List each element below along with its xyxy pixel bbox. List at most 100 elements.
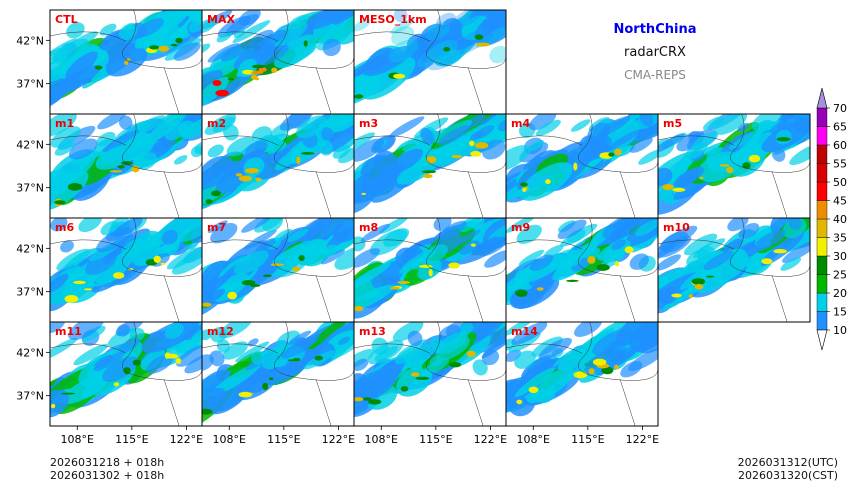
echo-core bbox=[252, 64, 265, 69]
panel-label: MESO_1km bbox=[359, 13, 427, 26]
colorbar-tick-label: 20 bbox=[833, 287, 847, 300]
panel-m4: m4 bbox=[505, 113, 659, 219]
echo-cell bbox=[680, 265, 713, 290]
echo-cell bbox=[782, 240, 810, 263]
echo-core bbox=[235, 173, 243, 177]
province-boundary bbox=[354, 114, 506, 218]
panel-m5: m5 bbox=[657, 113, 811, 219]
reflectivity-field bbox=[506, 218, 658, 309]
echo-cell bbox=[587, 122, 610, 141]
echo-cell bbox=[526, 367, 575, 404]
echo-cell bbox=[415, 25, 451, 47]
echo-cell bbox=[727, 218, 749, 232]
x-tick-label: 108°E bbox=[365, 433, 398, 446]
echo-core bbox=[300, 152, 315, 155]
echo-core bbox=[212, 80, 222, 86]
panel-m11: m11 bbox=[49, 321, 203, 427]
echo-core bbox=[175, 37, 183, 44]
echo-core bbox=[238, 175, 252, 182]
echo-cell bbox=[320, 249, 346, 265]
valid-time-utc: 2026031312(UTC) bbox=[737, 456, 838, 469]
echo-cell bbox=[160, 31, 189, 49]
echo-cell bbox=[337, 146, 354, 164]
echo-cell bbox=[729, 129, 763, 150]
echo-core bbox=[596, 264, 610, 271]
echo-cell bbox=[209, 350, 225, 367]
reflectivity-field bbox=[354, 114, 506, 214]
echo-cell bbox=[56, 248, 90, 271]
echo-cell bbox=[54, 65, 102, 93]
echo-cell bbox=[146, 354, 174, 374]
echo-core bbox=[128, 268, 134, 271]
echo-core bbox=[241, 280, 256, 286]
echo-cell bbox=[422, 244, 448, 264]
echo-cell bbox=[202, 387, 226, 419]
echo-core bbox=[528, 386, 539, 393]
echo-cell bbox=[146, 114, 189, 143]
colorbar-tick-label: 70 bbox=[833, 102, 847, 115]
panel-grid: CTL MAX MESO_1km m1 m2 m3 m4 m5 m6 m7 m8 m9 m10 m11 m1… bbox=[49, 9, 811, 427]
echo-cell bbox=[403, 32, 440, 59]
echo-cell bbox=[171, 250, 202, 275]
echo-core bbox=[742, 162, 751, 169]
echo-core bbox=[238, 391, 253, 398]
colorbar-bin bbox=[816, 144, 828, 164]
echo-core bbox=[449, 362, 462, 368]
echo-cell bbox=[472, 359, 488, 376]
echo-cell bbox=[96, 227, 133, 253]
echo-cell bbox=[215, 165, 250, 194]
echo-core bbox=[262, 382, 269, 391]
echo-core bbox=[361, 192, 367, 195]
echo-core bbox=[314, 355, 323, 361]
echo-cell bbox=[388, 39, 419, 63]
echo-cell bbox=[393, 10, 408, 23]
echo-cell bbox=[202, 160, 243, 192]
province-boundary bbox=[202, 10, 354, 114]
echo-cell bbox=[760, 232, 805, 266]
colorbar-extend-min bbox=[816, 329, 828, 351]
echo-core bbox=[227, 291, 237, 300]
echo-cell bbox=[318, 139, 334, 156]
echo-cell bbox=[420, 38, 460, 64]
echo-core bbox=[270, 263, 285, 267]
panel-label: m10 bbox=[663, 221, 690, 234]
echo-cell bbox=[506, 145, 531, 172]
valid-time-cst: 2026031320(CST) bbox=[738, 469, 838, 482]
echo-cell bbox=[376, 360, 403, 378]
reflectivity-field bbox=[50, 10, 202, 113]
echo-cell bbox=[233, 29, 246, 39]
echo-cell bbox=[190, 10, 202, 24]
echo-cell bbox=[436, 12, 457, 30]
reflectivity-field bbox=[658, 218, 810, 314]
echo-core bbox=[726, 166, 734, 174]
panel-label: m8 bbox=[359, 221, 378, 234]
reflectivity-field bbox=[202, 218, 354, 321]
echo-core bbox=[131, 165, 140, 173]
echo-core bbox=[73, 280, 86, 285]
echo-cell bbox=[731, 248, 745, 261]
echo-cell bbox=[123, 133, 155, 154]
province-boundary bbox=[658, 218, 810, 322]
echo-cell bbox=[188, 20, 202, 33]
province-boundary bbox=[50, 114, 202, 218]
echo-cell bbox=[789, 143, 810, 166]
echo-core bbox=[515, 289, 528, 297]
echo-core bbox=[748, 154, 761, 163]
x-tick-label: 108°E bbox=[517, 433, 550, 446]
echo-cell bbox=[221, 40, 254, 62]
colorbar-bin bbox=[816, 163, 828, 183]
x-tick-label: 115°E bbox=[419, 433, 452, 446]
echo-cell bbox=[692, 131, 719, 150]
echo-cell bbox=[332, 145, 351, 159]
echo-cell bbox=[713, 114, 748, 135]
echo-cell bbox=[288, 330, 312, 345]
echo-cell bbox=[455, 229, 481, 246]
echo-cell bbox=[254, 43, 276, 59]
echo-core bbox=[516, 399, 523, 405]
echo-cell bbox=[426, 21, 450, 41]
echo-cell bbox=[721, 238, 743, 256]
echo-cell bbox=[207, 377, 251, 415]
echo-cell bbox=[611, 239, 627, 251]
echo-core bbox=[694, 283, 704, 290]
echo-cell bbox=[354, 164, 398, 205]
